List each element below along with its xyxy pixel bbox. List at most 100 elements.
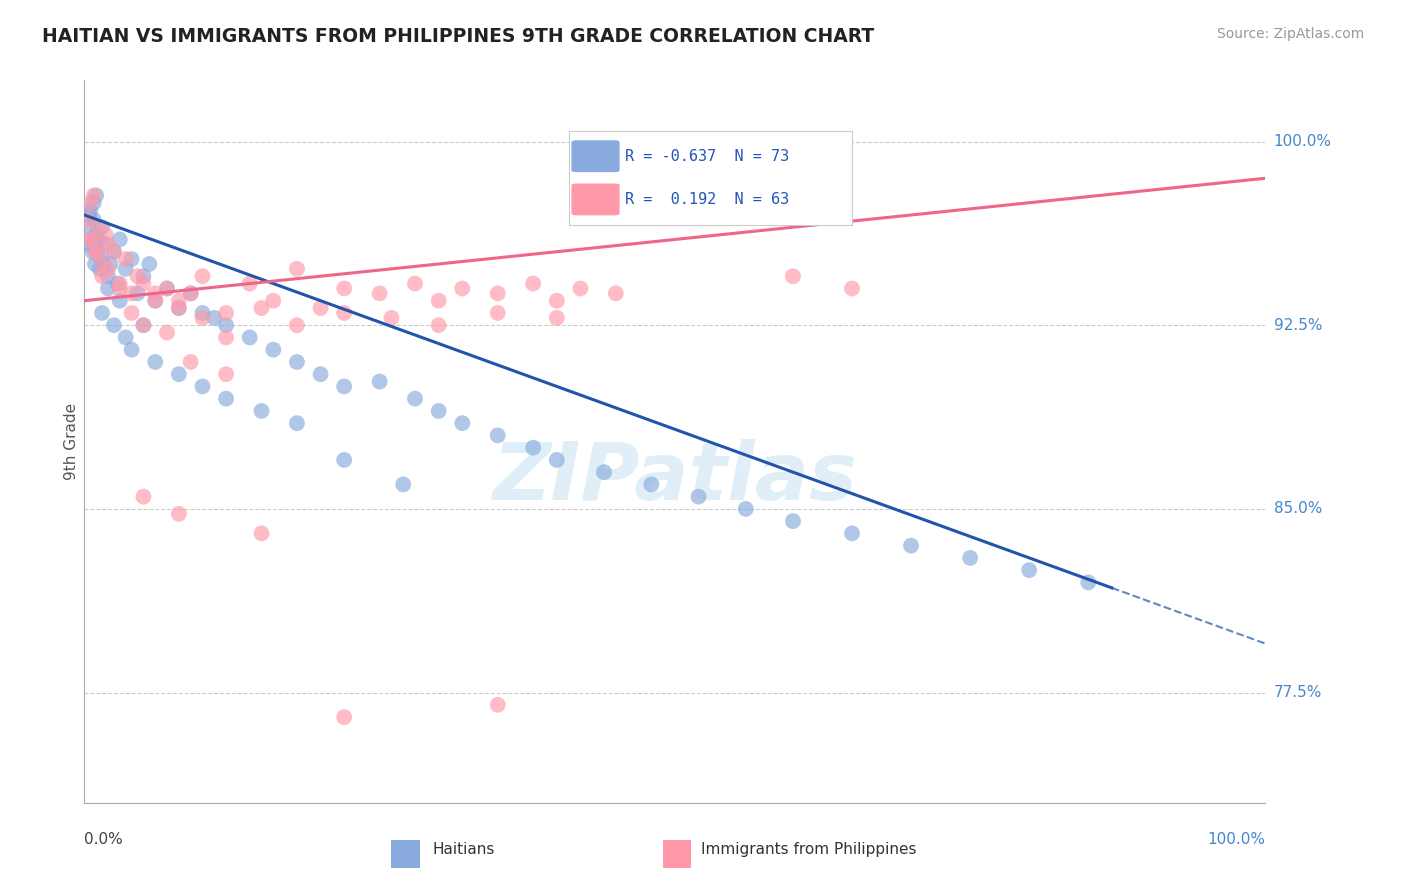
Point	[486, 306, 509, 320]
Point	[80, 232, 103, 246]
Text: 85.0%: 85.0%	[1274, 501, 1322, 516]
Point	[108, 281, 131, 295]
Point	[77, 208, 100, 222]
Point	[486, 428, 509, 442]
Point	[546, 293, 568, 308]
Point	[167, 301, 190, 315]
Point	[82, 244, 104, 259]
Point	[215, 392, 238, 406]
Point	[114, 330, 136, 344]
Point	[262, 343, 284, 357]
Text: 0.0%: 0.0%	[84, 831, 124, 847]
Point	[427, 318, 450, 333]
Point	[309, 301, 332, 315]
Point	[156, 326, 179, 340]
Text: 100.0%: 100.0%	[1208, 831, 1265, 847]
Point	[132, 490, 155, 504]
Point	[368, 375, 391, 389]
Point	[84, 227, 107, 242]
Point	[640, 477, 662, 491]
Point	[103, 244, 125, 259]
Point	[250, 301, 273, 315]
Point	[180, 286, 202, 301]
Point	[167, 293, 190, 308]
Point	[94, 227, 117, 242]
Point	[285, 416, 308, 430]
Point	[138, 257, 160, 271]
Point	[522, 277, 544, 291]
Point	[250, 526, 273, 541]
Point	[91, 269, 114, 284]
Point	[97, 281, 120, 295]
Point	[380, 310, 402, 325]
Point	[108, 277, 131, 291]
Point	[97, 261, 120, 276]
Point	[108, 232, 131, 246]
Text: 92.5%: 92.5%	[1274, 318, 1322, 333]
Point	[143, 286, 166, 301]
Point	[84, 188, 107, 202]
Point	[127, 269, 149, 284]
Point	[404, 392, 426, 406]
Point	[180, 286, 202, 301]
Point	[404, 277, 426, 291]
Point	[167, 301, 190, 315]
Text: ZIPatlas: ZIPatlas	[492, 439, 858, 516]
Point	[215, 318, 238, 333]
Point	[82, 232, 104, 246]
Point	[569, 281, 592, 295]
Point	[114, 261, 136, 276]
Point	[79, 237, 101, 252]
Point	[392, 477, 415, 491]
Point	[83, 195, 105, 210]
Point	[114, 252, 136, 266]
Point	[486, 698, 509, 712]
Point	[451, 281, 474, 295]
Point	[1018, 563, 1040, 577]
Point	[79, 232, 101, 246]
Point	[202, 310, 225, 325]
Point	[734, 502, 756, 516]
Point	[132, 318, 155, 333]
Point	[522, 441, 544, 455]
Point	[83, 188, 105, 202]
Point	[91, 306, 114, 320]
Point	[132, 277, 155, 291]
Point	[121, 343, 143, 357]
Point	[77, 213, 100, 227]
Point	[782, 514, 804, 528]
Point	[83, 213, 105, 227]
Point	[900, 539, 922, 553]
Point	[89, 261, 111, 276]
Point	[121, 252, 143, 266]
Point	[451, 416, 474, 430]
Point	[143, 293, 166, 308]
Point	[593, 465, 616, 479]
Point	[427, 404, 450, 418]
Point	[191, 310, 214, 325]
Point	[121, 306, 143, 320]
Point	[121, 286, 143, 301]
Point	[97, 237, 120, 252]
Point	[143, 355, 166, 369]
Point	[98, 257, 121, 271]
Point	[333, 710, 356, 724]
Point	[156, 281, 179, 295]
Point	[250, 404, 273, 418]
Point	[782, 269, 804, 284]
Text: 77.5%: 77.5%	[1274, 685, 1322, 700]
Point	[309, 367, 332, 381]
Point	[333, 379, 356, 393]
Point	[546, 453, 568, 467]
Point	[215, 367, 238, 381]
Point	[486, 286, 509, 301]
Point	[79, 195, 101, 210]
Point	[841, 281, 863, 295]
Point	[94, 237, 117, 252]
Point	[103, 244, 125, 259]
Point	[91, 220, 114, 235]
Point	[84, 257, 107, 271]
Point	[191, 269, 214, 284]
Point	[180, 355, 202, 369]
Point	[91, 257, 114, 271]
